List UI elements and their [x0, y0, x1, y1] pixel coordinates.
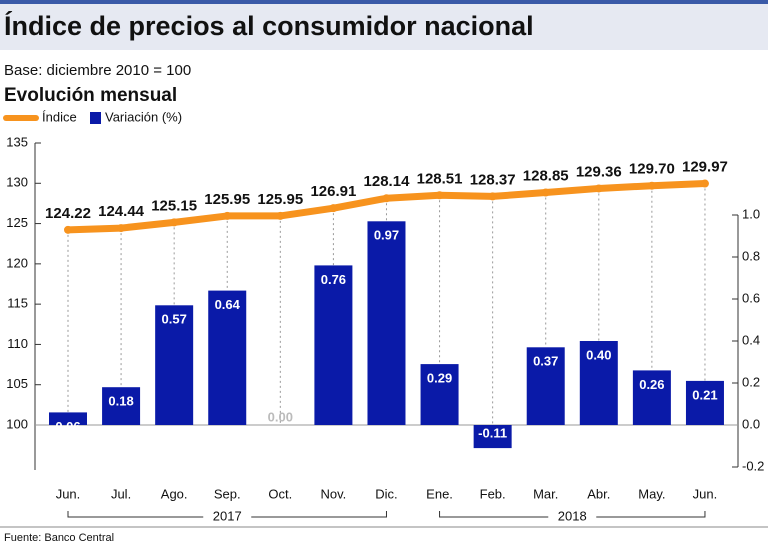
year-label: 2018 — [558, 508, 587, 523]
index-point — [276, 211, 285, 220]
x-tick-label: Jun. — [693, 486, 718, 501]
bar-value-label: 0.26 — [639, 377, 664, 392]
bar — [102, 387, 141, 425]
x-tick-label: Jul. — [111, 486, 131, 501]
y-tick-label: 125 — [6, 215, 28, 230]
line-value-label: 129.70 — [629, 161, 675, 178]
line-value-label: 128.14 — [364, 173, 411, 190]
title-rule — [0, 0, 768, 4]
line-value-label: 124.22 — [45, 205, 91, 222]
y2-tick-label: 0.0 — [742, 416, 760, 431]
y2-tick-label: 0.2 — [742, 374, 760, 389]
line-value-label: 129.97 — [682, 158, 728, 175]
section-title: Evolución mensual — [4, 85, 177, 106]
bar — [49, 412, 87, 425]
y2-tick-label: 0.8 — [742, 248, 760, 263]
legend-swatch — [90, 112, 101, 124]
index-point — [594, 184, 603, 193]
index-point — [541, 188, 550, 197]
index-point — [647, 181, 656, 190]
x-tick-label: Abr. — [587, 486, 610, 501]
bar-value-label: -0.11 — [478, 426, 507, 441]
bar — [473, 425, 512, 449]
bar-value-label: 0.06 — [55, 419, 80, 434]
x-tick-label: Ene. — [426, 486, 453, 501]
source: Fuente: Banco Central — [4, 532, 114, 544]
year-bracket — [67, 511, 387, 518]
y-tick-label: 130 — [6, 175, 28, 190]
line-value-label: 128.85 — [523, 168, 569, 185]
index-point — [488, 192, 497, 201]
bar — [526, 347, 565, 425]
subtitle: Base: diciembre 2010 = 100 — [4, 62, 191, 79]
bar-value-label: 0.37 — [533, 354, 558, 369]
x-tick-label: Nov. — [321, 486, 347, 501]
line-value-label: 129.36 — [576, 163, 622, 180]
bar — [208, 290, 247, 425]
bar-value-label: 0.00 — [268, 409, 293, 424]
bar-value-label: 0.29 — [427, 371, 452, 386]
bar — [420, 364, 459, 425]
title-band — [0, 0, 768, 50]
x-tick-label: Feb. — [480, 486, 506, 501]
y-tick-label: 115 — [7, 296, 28, 311]
y-tick-label: 105 — [6, 376, 28, 391]
legend-label: Índice — [42, 109, 77, 124]
index-point — [170, 218, 179, 227]
line-value-label: 125.15 — [151, 197, 197, 214]
x-tick-label: Sep. — [214, 486, 241, 501]
bar-value-label: 0.97 — [374, 228, 399, 243]
bar — [632, 370, 671, 425]
y-tick-label: 100 — [6, 416, 28, 431]
bar-value-label: 0.76 — [321, 272, 346, 287]
x-tick-label: Jun. — [56, 486, 81, 501]
index-point — [223, 211, 232, 220]
index-point — [700, 179, 709, 188]
y2-tick-label: 1.0 — [742, 206, 760, 221]
index-point — [435, 191, 444, 200]
bar — [685, 380, 724, 425]
year-bracket — [439, 511, 706, 518]
x-tick-label: Oct. — [268, 486, 292, 501]
bar-value-label: 0.40 — [586, 347, 611, 362]
y2-tick-label: 0.6 — [742, 290, 760, 305]
y-tick-label: 120 — [6, 255, 28, 270]
bar — [367, 221, 406, 425]
index-point — [329, 204, 338, 213]
bar — [155, 305, 194, 425]
bar — [579, 341, 618, 425]
x-tick-label: Ago. — [161, 486, 188, 501]
line-value-label: 124.44 — [98, 203, 145, 220]
line-value-label: 125.95 — [204, 191, 250, 208]
x-tick-label: May. — [638, 486, 665, 501]
line-value-label: 128.37 — [470, 171, 516, 188]
index-point — [117, 224, 126, 233]
x-tick-label: Mar. — [533, 486, 558, 501]
chart-title: Índice de precios al consumidor nacional — [4, 10, 534, 41]
bar-value-label: 0.64 — [215, 297, 241, 312]
legend-label: Variación (%) — [105, 109, 182, 124]
index-point — [64, 225, 72, 234]
y2-tick-label: 0.4 — [742, 332, 760, 347]
bar-value-label: 0.21 — [692, 387, 717, 402]
y2-tick-label: -0.2 — [742, 458, 764, 473]
bar-value-label: 0.57 — [162, 312, 187, 327]
y-tick-label: 110 — [7, 336, 28, 351]
x-tick-label: Dic. — [375, 486, 397, 501]
year-label: 2017 — [213, 508, 242, 523]
line-value-label: 125.95 — [257, 191, 303, 208]
y-tick-label: 135 — [6, 134, 28, 149]
bar — [314, 265, 353, 425]
line-value-label: 126.91 — [310, 183, 356, 200]
line-value-label: 128.51 — [417, 170, 463, 187]
index-point — [382, 194, 391, 203]
bar-value-label: 0.18 — [108, 394, 133, 409]
